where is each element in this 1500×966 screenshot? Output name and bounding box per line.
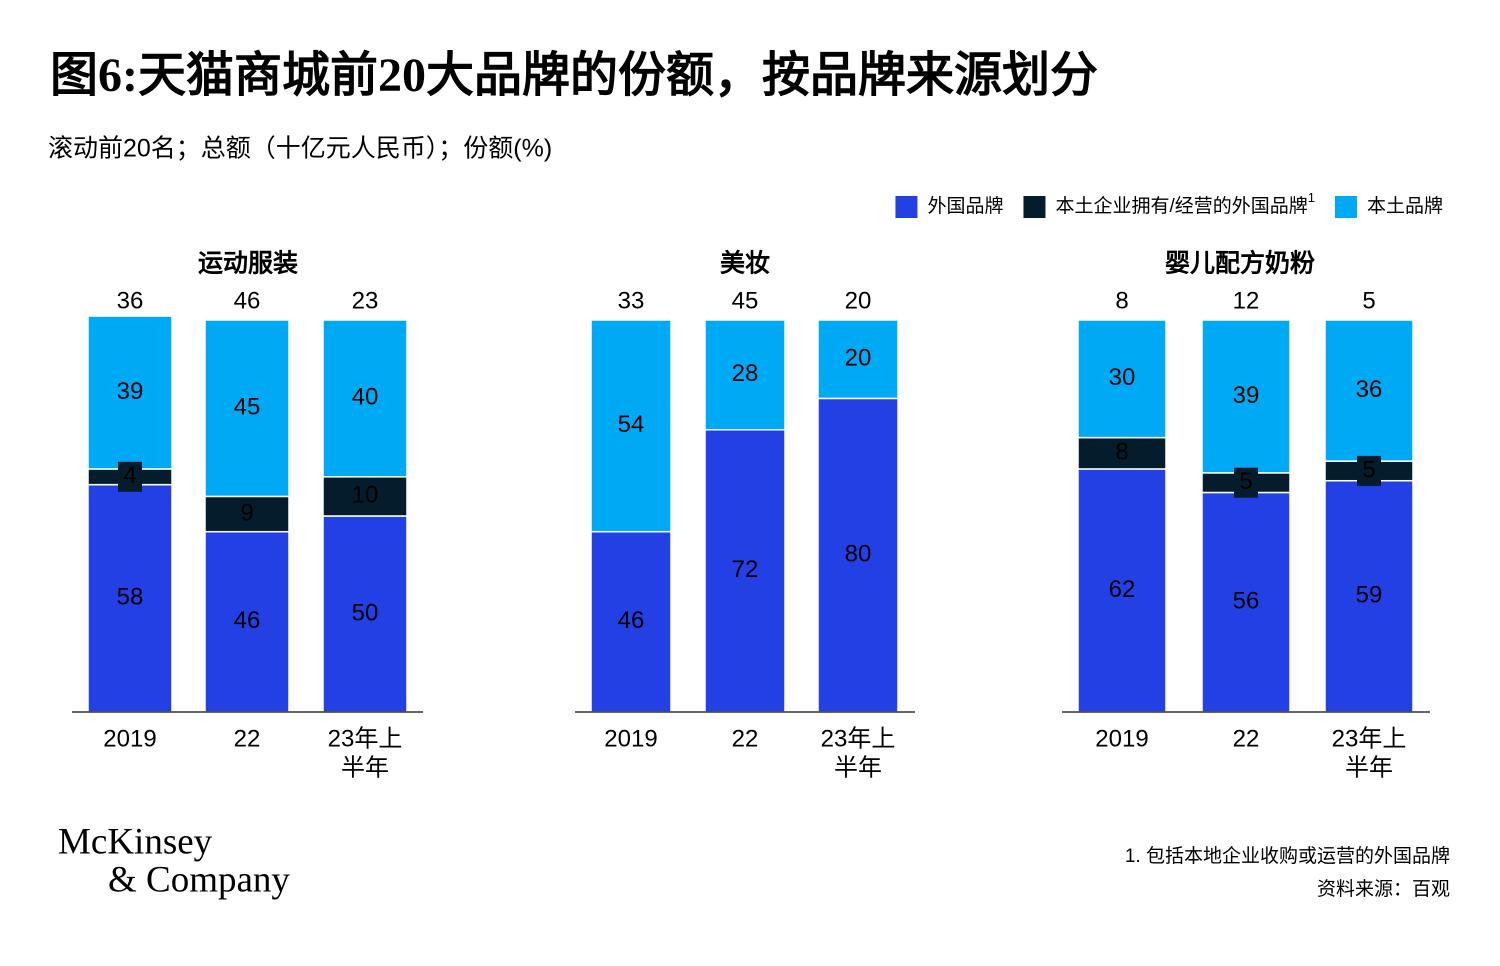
value-label: 36: [1356, 376, 1383, 403]
value-label: 72: [732, 556, 759, 583]
legend-label: 本土品牌: [1367, 195, 1443, 217]
bar-segment: [1201, 319, 1291, 474]
label-box: [1357, 455, 1381, 486]
footnote: 1. 包括本地企业收购或运营的外国品牌: [1125, 845, 1450, 867]
x-tick-label: 2019: [604, 725, 657, 752]
x-tick-label: 2019: [1095, 725, 1148, 752]
value-label: 40: [352, 384, 379, 411]
legend-label: 本土企业拥有/经营的外国品牌1: [1055, 190, 1315, 217]
bar-segment: [204, 319, 290, 498]
value-label: 58: [117, 584, 144, 611]
legend-swatch: [895, 196, 918, 218]
total-label: 33: [618, 287, 645, 314]
value-label: 54: [618, 411, 645, 438]
value-label: 39: [117, 378, 144, 405]
bar-segment: [1201, 491, 1291, 713]
logo: McKinsey: [58, 821, 213, 862]
value-label: 39: [1233, 382, 1260, 409]
value-label: 4: [123, 462, 136, 489]
bar-segment: [87, 483, 173, 713]
label-box: [118, 461, 142, 492]
value-label: 62: [1109, 576, 1136, 603]
value-label: 46: [234, 607, 261, 634]
value-label: 8: [1115, 439, 1128, 466]
value-label: 30: [1109, 364, 1136, 391]
x-tick-label: 23年上: [328, 725, 403, 752]
chart-title: 图6:天猫商城前20大品牌的份额，按品牌来源划分: [50, 49, 1098, 102]
x-tick-label: 半年: [341, 754, 389, 781]
bar-segment: [1077, 468, 1167, 713]
x-tick-label: 22: [1233, 725, 1260, 752]
value-label: 46: [618, 607, 645, 634]
value-label: 10: [352, 482, 379, 509]
x-tick-label: 22: [732, 725, 759, 752]
value-label: 50: [352, 599, 379, 626]
total-label: 5: [1362, 287, 1375, 314]
bar-segment: [1077, 319, 1167, 439]
total-label: 36: [117, 287, 144, 314]
total-label: 12: [1233, 287, 1260, 314]
value-label: 5: [1239, 468, 1252, 495]
bar-segment: [704, 319, 786, 431]
bar-segment: [87, 315, 173, 470]
bar-segment: [704, 429, 786, 713]
total-label: 8: [1115, 287, 1128, 314]
value-label: 59: [1356, 582, 1383, 609]
x-tick-label: 2019: [103, 725, 156, 752]
x-tick-label: 22: [234, 725, 261, 752]
x-tick-label: 23年上: [821, 725, 896, 752]
source: 资料来源：百观: [1317, 878, 1450, 900]
bar-segment: [322, 476, 408, 517]
bar-segment: [1324, 479, 1414, 713]
chart-subtitle: 滚动前20名；总额（十亿元人民币）；份额(%): [48, 135, 552, 163]
total-label: 23: [352, 287, 379, 314]
panel-title: 运动服装: [198, 250, 298, 278]
legend-name: 本土品牌: [1367, 195, 1443, 217]
value-label: 56: [1233, 588, 1260, 615]
bar-segment: [1324, 319, 1414, 462]
bar-segment: [590, 319, 672, 533]
value-label: 28: [732, 360, 759, 387]
bar-segment: [204, 530, 290, 713]
legend-name: 外国品牌: [927, 195, 1003, 217]
value-label: 5: [1362, 456, 1375, 483]
total-label: 20: [845, 287, 872, 314]
legend-note: 1: [1308, 190, 1315, 205]
x-tick-label: 半年: [1345, 754, 1393, 781]
value-label: 45: [234, 394, 261, 421]
panel-title: 美妆: [720, 249, 770, 278]
legend-swatch: [1334, 196, 1357, 218]
total-label: 45: [732, 287, 759, 314]
value-label: 9: [240, 499, 253, 526]
value-label: 80: [845, 541, 872, 568]
total-label: 46: [234, 287, 261, 314]
bar-segment: [817, 319, 899, 400]
value-label: 20: [845, 345, 872, 372]
label-box: [1234, 467, 1258, 498]
legend-name: 本土企业拥有/经营的外国品牌: [1055, 195, 1307, 217]
panel-title: 婴儿配方奶粉: [1165, 249, 1315, 278]
bar-segment: [322, 515, 408, 713]
x-tick-label: 23年上: [1332, 725, 1407, 752]
legend-swatch: [1023, 196, 1046, 218]
bar-segment: [322, 319, 408, 478]
bar-segment: [817, 397, 899, 713]
logo: & Company: [108, 859, 290, 900]
legend-label: 外国品牌: [927, 195, 1003, 217]
x-tick-label: 半年: [834, 754, 882, 781]
